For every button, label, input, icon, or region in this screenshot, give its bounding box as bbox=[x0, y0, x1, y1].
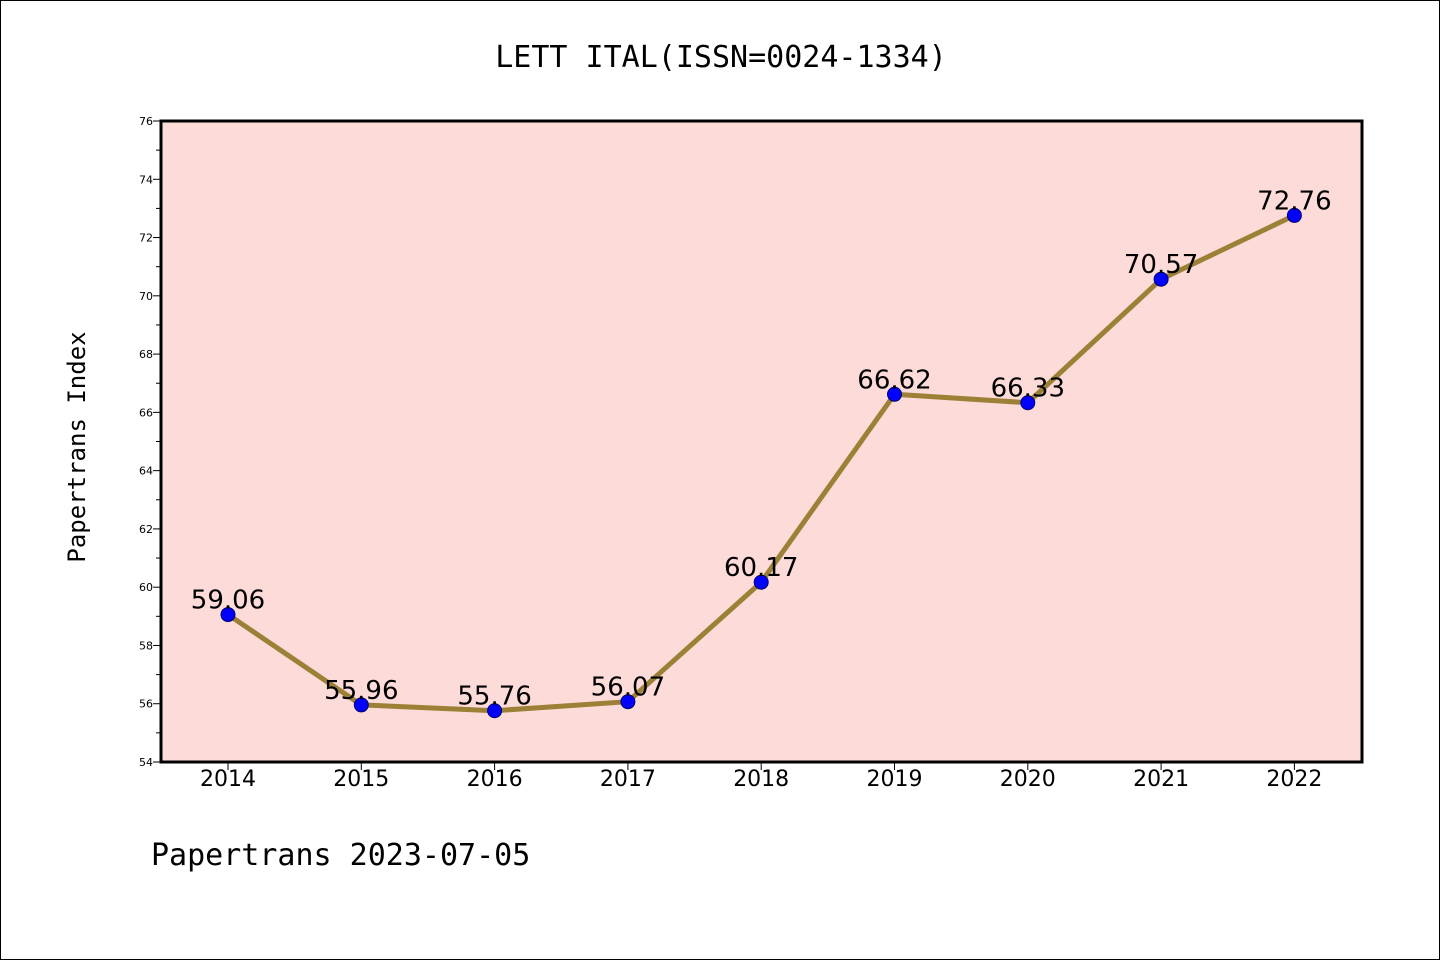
y-tick-label: 54 bbox=[139, 756, 153, 769]
y-tick-label: 56 bbox=[139, 698, 153, 711]
y-tick-label: 64 bbox=[139, 465, 153, 478]
data-point bbox=[1286, 207, 1302, 223]
x-axis-ticks: 2014 2015 2016 2017 2018 2019 2020 2021 2022 bbox=[200, 762, 1322, 792]
chart-title: LETT ITAL(ISSN=0024-1334) bbox=[495, 40, 947, 75]
plot-area bbox=[161, 121, 1362, 762]
y-tick-label: 68 bbox=[139, 348, 153, 361]
y-tick-label: 66 bbox=[139, 406, 153, 419]
x-tick-label: 2016 bbox=[467, 767, 523, 792]
y-tick-label: 72 bbox=[139, 232, 153, 245]
y-tick-label: 76 bbox=[139, 115, 153, 128]
data-point bbox=[1153, 271, 1169, 287]
x-tick-label: 2022 bbox=[1266, 767, 1322, 792]
data-label: 66.33 bbox=[991, 374, 1065, 404]
data-point bbox=[1020, 395, 1036, 411]
x-tick-label: 2017 bbox=[600, 767, 656, 792]
y-axis-ticks: 54 56 58 60 62 64 66 68 70 72 74 76 bbox=[139, 115, 161, 769]
data-label: 66.62 bbox=[857, 365, 931, 395]
y-tick-label: 58 bbox=[139, 639, 153, 652]
data-point bbox=[753, 574, 769, 590]
data-label: 70.57 bbox=[1124, 250, 1198, 280]
x-tick-label: 2015 bbox=[333, 767, 389, 792]
data-point bbox=[887, 386, 902, 402]
y-axis-label: Papertrans Index bbox=[63, 331, 91, 562]
plot-border bbox=[159, 119, 1364, 764]
x-tick-label: 2020 bbox=[1000, 767, 1056, 792]
x-tick-label: 2018 bbox=[733, 767, 789, 792]
data-point bbox=[353, 697, 369, 713]
y-tick-label: 70 bbox=[139, 290, 153, 303]
data-label: 72.76 bbox=[1257, 186, 1331, 216]
x-tick-label: 2014 bbox=[200, 767, 256, 792]
data-label: 56.07 bbox=[591, 673, 665, 703]
data-label: 55.96 bbox=[324, 676, 398, 706]
y-tick-label: 62 bbox=[139, 523, 153, 536]
data-label: 60.17 bbox=[724, 553, 798, 583]
data-point bbox=[487, 703, 503, 719]
y-tick-label: 60 bbox=[139, 581, 153, 594]
data-point bbox=[220, 607, 236, 623]
footer-text: Papertrans 2023-07-05 bbox=[151, 838, 530, 873]
data-point bbox=[620, 694, 636, 710]
series-markers bbox=[220, 207, 1302, 719]
x-tick-label: 2021 bbox=[1133, 767, 1189, 792]
x-tick-label: 2019 bbox=[867, 767, 923, 792]
y-tick-label: 74 bbox=[139, 173, 153, 186]
data-label: 59.06 bbox=[191, 586, 265, 616]
data-label: 55.76 bbox=[457, 682, 531, 712]
data-labels: 59.06 55.96 55.76 56.07 60.17 66.62 66.33 70.57… bbox=[191, 186, 1332, 711]
